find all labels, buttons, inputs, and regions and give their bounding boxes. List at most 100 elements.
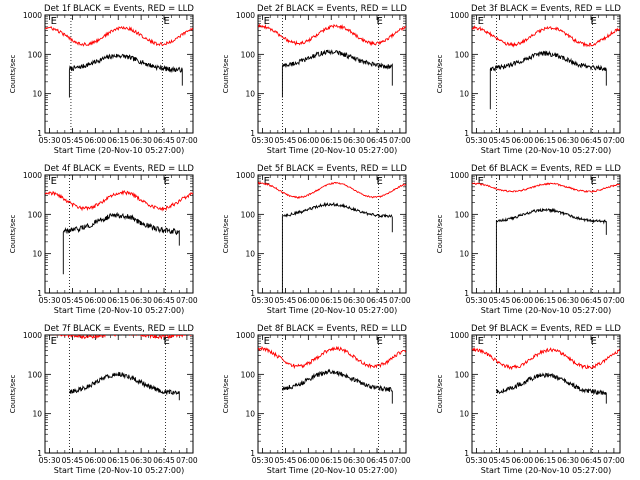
x-tick-label: 05:30 xyxy=(466,136,488,145)
x-tick-label: 07:00 xyxy=(603,456,625,465)
e-marker-label: E xyxy=(376,176,382,187)
y-tick-label: 10 xyxy=(32,90,42,99)
x-tick-label: 05:30 xyxy=(466,296,488,305)
y-tick-label: 10 xyxy=(245,410,255,419)
y-tick-label: 1000 xyxy=(450,11,469,20)
x-axis-label: Start Time (20-Nov-10 05:27:00) xyxy=(267,466,397,475)
x-tick-label: 06:15 xyxy=(107,296,129,305)
x-tick-label: 06:15 xyxy=(320,296,342,305)
e-marker-label: E xyxy=(264,176,270,187)
x-tick-label: 05:30 xyxy=(252,456,274,465)
lld-series-line xyxy=(258,345,406,370)
x-tick-label: 06:30 xyxy=(130,296,152,305)
y-tick-label: 10 xyxy=(32,250,42,259)
y-axis-label: Counts/sec xyxy=(436,55,444,94)
plot-frame xyxy=(257,14,407,134)
y-axis-label: Counts/sec xyxy=(222,55,230,94)
y-tick-label: 10 xyxy=(32,410,42,419)
plot-frame xyxy=(471,14,621,134)
plot-frame xyxy=(44,14,194,134)
detector-panel-3: Det 3f BLACK = Events, RED = LLD 1 10 100 10… xyxy=(436,4,625,155)
y-tick-label: 10 xyxy=(459,90,469,99)
y-axis-label: Counts/sec xyxy=(222,375,230,414)
y-tick-label: 1 xyxy=(250,289,255,298)
x-tick-label: 05:45 xyxy=(275,456,297,465)
x-tick-label: 05:30 xyxy=(39,456,61,465)
e-marker-label: E xyxy=(590,176,596,187)
plot-frame xyxy=(257,334,407,454)
detector-panel-5: Det 5f BLACK = Events, RED = LLD 1 10 100 10… xyxy=(222,164,411,315)
detector-panel-4: Det 4f BLACK = Events, RED = LLD 1 10 100 10… xyxy=(9,164,198,315)
y-tick-label: 10 xyxy=(245,90,255,99)
x-tick-label: 06:45 xyxy=(580,296,602,305)
x-tick-label: 07:00 xyxy=(389,136,411,145)
x-tick-label: 06:00 xyxy=(512,296,534,305)
e-marker-label: E xyxy=(478,336,484,347)
events-series-line xyxy=(495,372,607,404)
lld-series-line xyxy=(472,347,620,371)
y-tick-label: 1 xyxy=(250,449,255,458)
x-tick-label: 07:00 xyxy=(176,136,198,145)
x-tick-label: 07:00 xyxy=(176,296,198,305)
x-tick-label: 07:00 xyxy=(389,456,411,465)
y-tick-label: 100 xyxy=(241,210,256,219)
x-tick-label: 06:30 xyxy=(343,296,365,305)
y-tick-label: 1 xyxy=(37,129,42,138)
x-tick-label: 06:45 xyxy=(580,456,602,465)
events-series-line xyxy=(62,211,180,275)
plot-frame xyxy=(44,174,194,294)
y-tick-label: 1 xyxy=(464,289,469,298)
plot-frame xyxy=(257,174,407,294)
x-axis-label: Start Time (20-Nov-10 05:27:00) xyxy=(267,306,397,315)
x-tick-label: 05:45 xyxy=(62,456,84,465)
e-marker-label: E xyxy=(376,16,382,27)
lld-series-line xyxy=(258,23,406,47)
e-marker-label: E xyxy=(478,176,484,187)
e-marker-label: E xyxy=(163,16,169,27)
e-marker-label: E xyxy=(51,176,57,187)
lld-series-line xyxy=(472,182,620,193)
plot-frame xyxy=(471,174,621,294)
x-tick-label: 06:15 xyxy=(320,456,342,465)
detector-panel-8: Det 8f BLACK = Events, RED = LLD 1 10 100 10… xyxy=(222,324,411,475)
x-tick-label: 07:00 xyxy=(176,456,198,465)
y-tick-label: 1000 xyxy=(23,11,42,20)
panel-title: Det 8f BLACK = Events, RED = LLD xyxy=(257,324,407,334)
lld-series-line xyxy=(45,189,193,212)
events-series-line xyxy=(495,207,607,293)
x-tick-label: 05:30 xyxy=(39,296,61,305)
x-tick-label: 06:45 xyxy=(153,456,175,465)
x-tick-label: 06:15 xyxy=(320,136,342,145)
x-tick-label: 06:45 xyxy=(153,136,175,145)
panel-title: Det 5f BLACK = Events, RED = LLD xyxy=(257,164,407,174)
y-tick-label: 1 xyxy=(464,129,469,138)
x-tick-label: 05:30 xyxy=(252,296,274,305)
x-tick-label: 06:30 xyxy=(557,456,579,465)
y-tick-label: 1000 xyxy=(450,171,469,180)
panel-title: Det 4f BLACK = Events, RED = LLD xyxy=(44,164,194,174)
y-tick-label: 100 xyxy=(455,210,470,219)
e-marker-label: E xyxy=(376,336,382,347)
x-axis-label: Start Time (20-Nov-10 05:27:00) xyxy=(481,306,611,315)
x-tick-label: 05:45 xyxy=(62,296,84,305)
x-axis-label: Start Time (20-Nov-10 05:27:00) xyxy=(54,466,184,475)
lld-series-line xyxy=(45,25,193,47)
x-tick-label: 06:15 xyxy=(107,136,129,145)
y-tick-label: 10 xyxy=(245,250,255,259)
x-tick-label: 06:30 xyxy=(557,296,579,305)
detector-panel-2: Det 2f BLACK = Events, RED = LLD 1 10 100 10… xyxy=(222,4,411,155)
e-marker-label: E xyxy=(51,16,57,27)
y-axis-label: Counts/sec xyxy=(9,55,17,94)
e-marker-label: E xyxy=(478,16,484,27)
plot-frame xyxy=(44,334,194,454)
panel-title: Det 9f BLACK = Events, RED = LLD xyxy=(471,324,621,334)
x-tick-label: 06:45 xyxy=(580,136,602,145)
y-tick-label: 100 xyxy=(28,210,43,219)
x-tick-label: 06:15 xyxy=(534,136,556,145)
events-series-line xyxy=(281,49,393,98)
e-marker-label: E xyxy=(163,176,169,187)
panel-title: Det 1f BLACK = Events, RED = LLD xyxy=(44,4,194,14)
x-tick-label: 06:45 xyxy=(366,296,388,305)
x-tick-label: 06:30 xyxy=(343,456,365,465)
y-axis-label: Counts/sec xyxy=(436,375,444,414)
